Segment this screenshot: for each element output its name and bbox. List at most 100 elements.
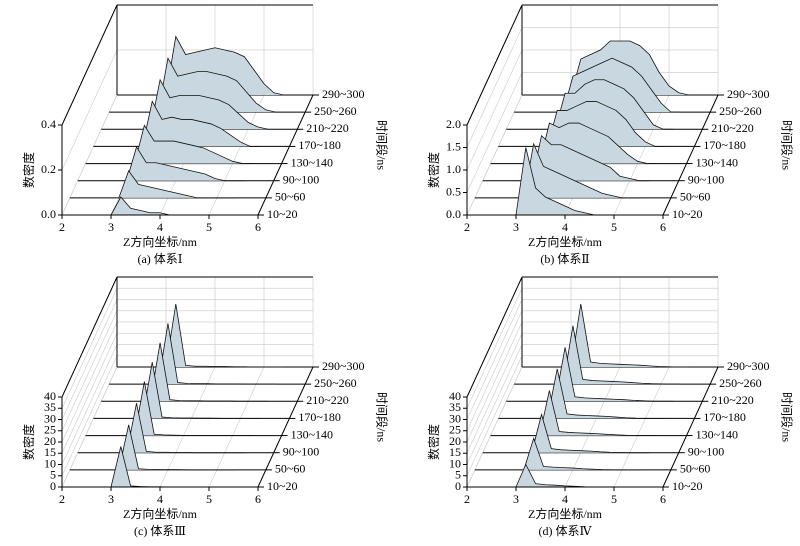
z-tick-label: 10~20 [672,479,703,493]
density-line [142,100,261,147]
grid-line [208,366,265,488]
x-tick-label: 4 [562,492,568,506]
density-line [562,57,681,113]
grid-line [466,321,523,443]
z-tick-label: 250~260 [719,376,762,390]
x-tick-label: 6 [660,220,666,234]
axis-box [61,4,313,126]
x-tick-label: 3 [108,492,114,506]
grid-line [466,94,523,216]
z-tick-label: 130~140 [696,155,739,169]
y-tick-label: 0 [50,479,56,493]
z-axis [257,94,314,216]
density-area [166,304,284,367]
density-area [531,414,650,453]
grid-line [61,94,118,216]
density-area [134,381,253,436]
z-tick-label: 290~300 [727,87,770,101]
grid-line [466,49,523,171]
grid-line [466,344,523,465]
x-tick-label: 4 [562,220,568,234]
z-tick-label: 50~60 [680,190,711,204]
y-tick-label: 20 [449,434,461,448]
density-area [523,438,642,470]
y-axis-label: 数密度 [21,424,36,460]
axis-box [466,4,718,126]
panel: 290~300 250~260 210~220 170~180 130~140 90~10… [21,4,389,266]
density-area [516,464,634,487]
x-axis-label: Z方向坐标/nm [123,506,198,521]
density-area [547,368,666,419]
density-line [149,78,268,130]
y-axis-label: 数密度 [21,152,36,188]
z-axis-label: 时间段/ns [779,392,794,442]
density-line [126,145,245,182]
density-line [554,79,673,130]
grid-line [61,299,118,420]
x-tick-label: 6 [660,492,666,506]
density-line [523,142,642,199]
y-tick-label: 0.5 [446,184,461,198]
y-axis-label: 数密度 [426,424,441,460]
z-tick-label: 170~180 [298,410,341,424]
grid-line [61,355,118,476]
density-line [562,325,681,385]
density-area [126,146,245,181]
density-area [563,325,681,385]
z-tick-label: 10~20 [267,207,298,221]
density-area [142,362,261,419]
z-tick-label: 170~180 [703,410,746,424]
z-axis [662,366,719,488]
density-area [571,304,689,367]
z-tick-label: 290~300 [727,359,770,373]
grid-line [613,366,670,488]
y-tick-label: 10 [449,456,461,470]
y-tick-label: 20 [44,434,56,448]
density-area [555,347,673,402]
y-tick-label: 2.0 [446,117,461,131]
x-tick-label: 2 [59,492,65,506]
x-tick-label: 3 [108,220,114,234]
grid-line [613,94,670,216]
z-tick-label: 130~140 [291,427,334,441]
y-axis-label: 数密度 [426,152,441,188]
z-tick-label: 170~180 [298,138,341,152]
z-tick-label: 50~60 [275,190,306,204]
x-tick-label: 2 [464,492,470,506]
density-line [118,424,237,471]
z-tick-label: 90~100 [688,444,725,458]
density-area [134,125,253,164]
y-tick-label: 1.0 [446,162,461,176]
x-axis-label: Z方向坐标/nm [528,234,603,249]
x-tick-label: 4 [157,492,163,506]
axis-box [61,276,313,398]
density-line [165,303,284,368]
grid-line [466,27,523,148]
density-line [134,124,253,164]
y-tick-label: 25 [449,423,461,437]
grid-line [61,310,118,431]
density-line [531,134,650,182]
z-tick-label: 250~260 [314,104,357,118]
grid-line [466,299,523,420]
z-tick-label: 170~180 [703,138,746,152]
z-tick-label: 10~20 [267,479,298,493]
y-tick-label: 0 [455,479,461,493]
y-tick-label: 30 [44,411,56,425]
y-tick-label: 5 [50,468,56,482]
panel: 290~300 250~260 210~220 170~180 130~140 90~10… [426,4,794,266]
density-line [165,35,284,96]
z-tick-label: 90~100 [283,444,320,458]
density-area [539,390,658,436]
z-tick-label: 90~100 [283,172,320,186]
y-tick-label: 1.5 [446,139,461,153]
grid-line [159,366,216,488]
y-tick-label: 0.4 [41,117,56,131]
y-tick-label: 25 [44,423,56,437]
x-tick-label: 4 [157,220,163,234]
z-axis-label: 时间段/ns [374,120,389,170]
z-tick-label: 210~220 [306,393,349,407]
y-tick-label: 15 [449,445,461,459]
grid-line [466,333,523,454]
density-area [523,143,642,198]
